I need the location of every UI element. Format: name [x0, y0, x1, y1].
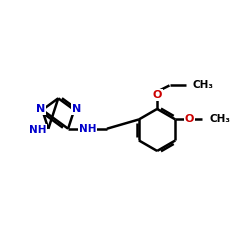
Text: NH: NH	[29, 125, 46, 135]
Text: N: N	[72, 104, 81, 114]
Text: O: O	[152, 90, 162, 100]
Text: CH₃: CH₃	[209, 114, 230, 124]
Text: N: N	[36, 104, 45, 114]
Text: NH: NH	[79, 124, 97, 134]
Text: CH₃: CH₃	[193, 80, 214, 90]
Text: O: O	[185, 114, 194, 124]
